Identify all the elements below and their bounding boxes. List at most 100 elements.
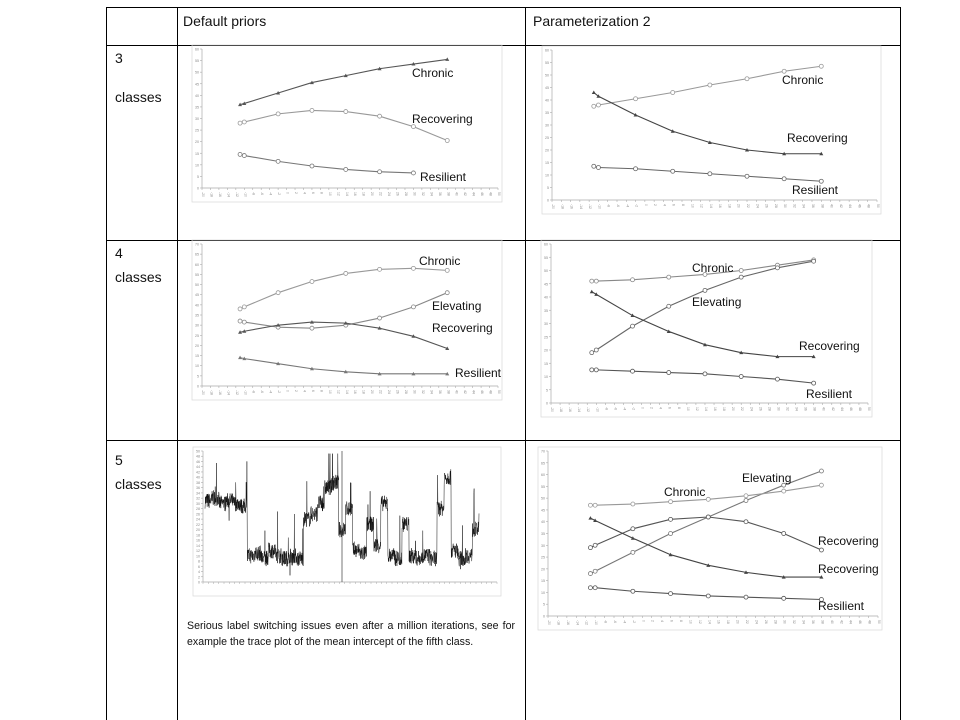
x-tick-label: -4 [625, 204, 629, 207]
x-tick-label: 10 [328, 192, 332, 196]
y-tick-label: 38 [196, 481, 200, 485]
data-point [444, 267, 450, 273]
plot-frame [541, 45, 882, 215]
data-point [670, 90, 676, 95]
y-tick-label: 0 [543, 615, 545, 619]
y-tick-label: 60 [545, 49, 549, 53]
y-tick-label: 15 [541, 579, 545, 583]
x-tick-label: -16 [218, 192, 222, 197]
data-point [707, 82, 713, 88]
x-tick-label: -8 [604, 407, 608, 410]
x-tick-label: 12 [700, 204, 704, 208]
y-tick-label: 44 [196, 465, 200, 469]
data-point [705, 496, 711, 502]
x-tick-label: -6 [613, 407, 617, 410]
y-tick-label: 15 [195, 152, 199, 156]
y-tick-label: 45 [544, 282, 548, 286]
y-tick-label: 30 [195, 324, 199, 328]
row-number: 3 [115, 50, 123, 66]
x-tick-label: -10 [243, 192, 247, 197]
data-point [238, 102, 243, 107]
data-point [593, 367, 599, 373]
data-point [633, 96, 638, 102]
row-label: classes [115, 476, 162, 492]
x-tick-label: 28 [404, 390, 408, 394]
data-point [781, 595, 787, 601]
table-row-divider [106, 240, 901, 241]
data-point [237, 318, 243, 324]
data-point [738, 374, 744, 379]
x-tick-label: 40 [830, 204, 834, 208]
y-tick-label: 50 [541, 497, 545, 501]
x-tick-label: 16 [353, 390, 357, 394]
y-tick-label: 12 [196, 549, 200, 553]
y-tick-label: 4 [198, 570, 200, 574]
x-tick-label: 22 [745, 620, 749, 624]
y-tick-label: 25 [195, 334, 199, 338]
data-point [668, 516, 673, 522]
y-tick-label: 35 [545, 111, 549, 115]
data-point [411, 371, 416, 376]
x-tick-label: -4 [269, 192, 273, 195]
x-tick-label: 26 [764, 620, 768, 624]
x-tick-label: 24 [749, 407, 753, 411]
y-tick-label: 60 [541, 473, 545, 477]
x-tick-label: 0 [644, 204, 648, 206]
row-number: 4 [115, 245, 123, 261]
y-tick-label: 8 [198, 560, 200, 564]
data-point [241, 119, 247, 125]
y-tick-label: 20 [544, 349, 548, 353]
x-tick-label: 40 [830, 620, 834, 624]
y-tick-label: 35 [195, 314, 199, 318]
x-tick-label: -6 [613, 620, 617, 623]
x-tick-label: 40 [455, 390, 459, 394]
data-point [242, 356, 247, 361]
x-tick-label: 32 [785, 407, 789, 411]
x-tick-label: 30 [783, 620, 787, 624]
y-tick-label: 20 [195, 140, 199, 144]
y-tick-label: 16 [196, 539, 200, 543]
y-tick-label: 55 [544, 256, 548, 260]
data-point [633, 113, 638, 117]
x-tick-label: 38 [446, 192, 450, 196]
x-tick-label: 14 [709, 204, 713, 208]
data-point [589, 289, 594, 294]
x-tick-label: 26 [765, 204, 769, 208]
x-tick-label: 30 [412, 390, 416, 394]
x-tick-label: 40 [455, 192, 459, 196]
x-tick-label: 32 [421, 192, 425, 196]
x-tick-label: 2 [294, 192, 298, 194]
data-point [666, 329, 671, 333]
table-column-divider [177, 7, 178, 720]
data-point [702, 371, 708, 377]
x-tick-label: 16 [717, 620, 721, 624]
data-point [593, 347, 599, 353]
data-point [589, 278, 595, 284]
x-tick-label: 2 [653, 204, 657, 206]
data-point [738, 268, 744, 273]
series-line [239, 109, 448, 142]
x-tick-label: -2 [632, 407, 636, 410]
data-point [781, 176, 787, 182]
x-tick-label: 46 [849, 407, 853, 411]
y-tick-label: 40 [544, 296, 548, 300]
y-tick-label: 10 [545, 174, 549, 178]
data-point [588, 502, 593, 508]
data-point [744, 570, 748, 574]
data-point [630, 368, 635, 374]
y-tick-label: 25 [541, 556, 545, 560]
data-point [411, 304, 416, 310]
x-tick-label: 34 [429, 390, 433, 394]
data-point [276, 91, 281, 95]
x-tick-label: 24 [387, 192, 391, 196]
x-tick-label: -20 [550, 407, 554, 412]
series-line [239, 357, 448, 375]
data-point [309, 279, 315, 284]
x-tick-label: 20 [736, 620, 740, 624]
y-tick-label: 65 [195, 253, 199, 257]
data-point [775, 265, 780, 271]
